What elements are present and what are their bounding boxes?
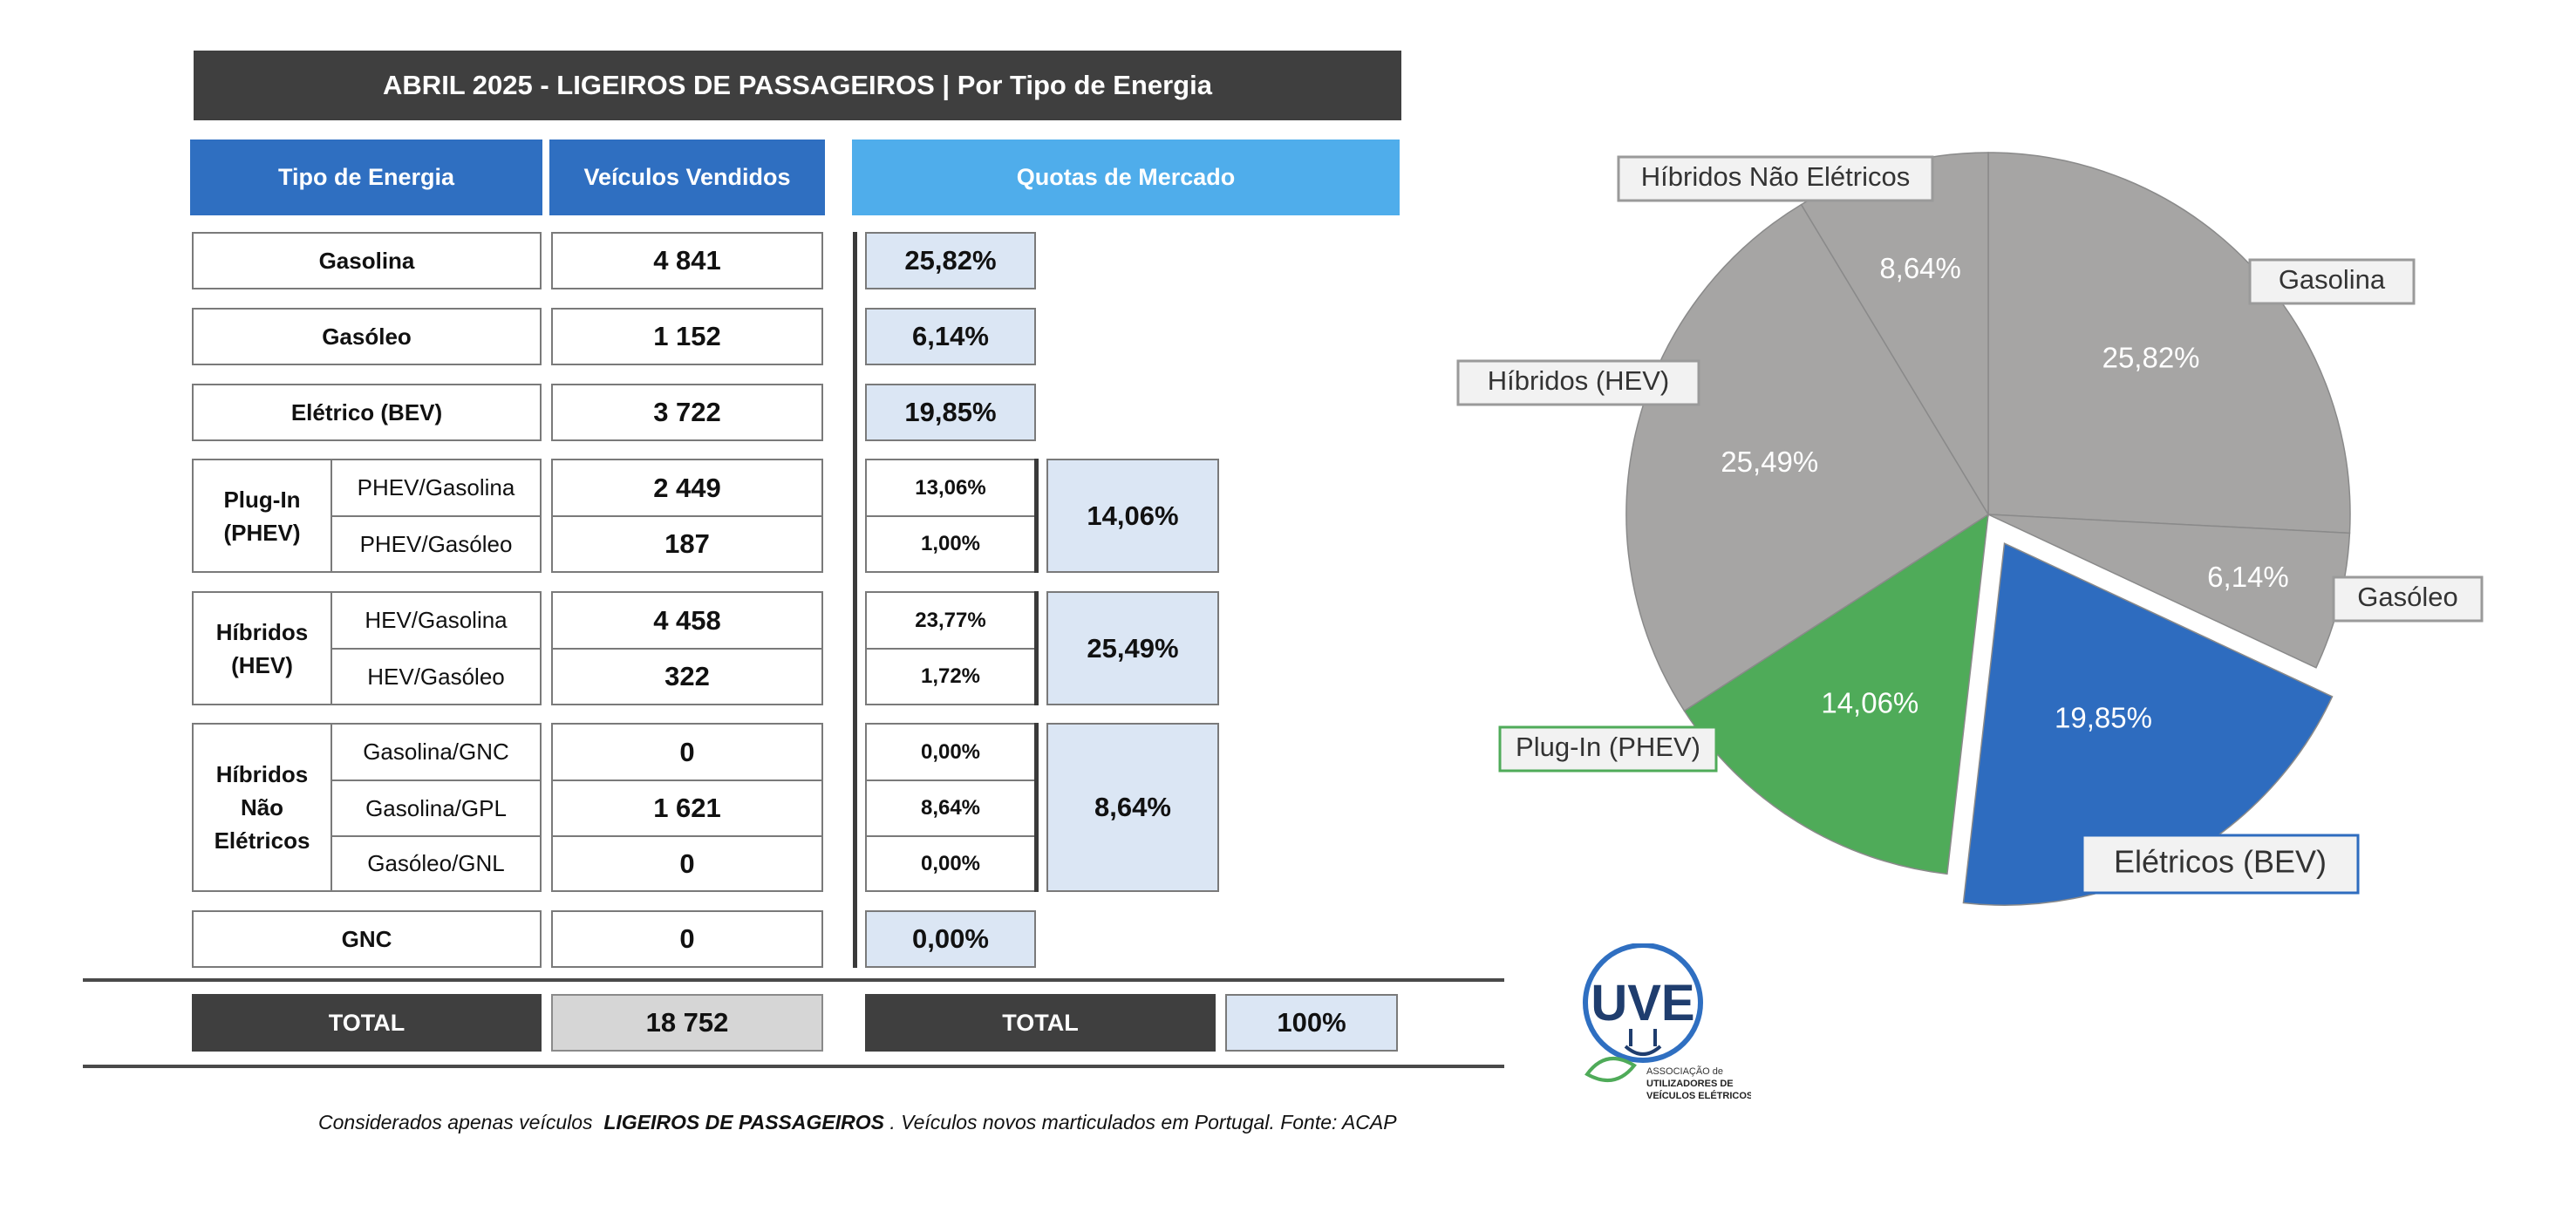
table-title: ABRIL 2025 - LIGEIROS DE PASSAGEIROS | P… [194, 51, 1401, 120]
footnote-bold: LIGEIROS DE PASSAGEIROS [603, 1111, 884, 1134]
total-bottom-rule [83, 1065, 1504, 1068]
sub-label-hev-gasolina: HEV/Gasolina [331, 591, 542, 650]
total-label-left: TOTAL [192, 994, 542, 1052]
value-gasolina: 4 841 [551, 232, 823, 289]
sub-label-gasoleo-gnl: Gasóleo/GNL [331, 835, 542, 892]
sub-label-gasolina-gnc: Gasolina/GNC [331, 723, 542, 781]
footnote-suffix: . Veículos novos marticulados em Portuga… [889, 1111, 1397, 1134]
pie-category-label-2: Gasóleo [2332, 575, 2484, 623]
total-share: 100% [1225, 994, 1398, 1052]
total-vehicles: 18 752 [551, 994, 823, 1052]
pie-slice-5 [1625, 203, 1990, 712]
svg-text:Plug-In (PHEV): Plug-In (PHEV) [1516, 732, 1700, 762]
share-gasolina-gnc: 0,00% [865, 723, 1036, 781]
pie-category-label-6: Híbridos Não Elétricos [1617, 155, 1934, 202]
shares-column-separator [853, 232, 857, 968]
share-phev-gasolina: 13,06% [865, 459, 1036, 517]
group-label-hne: Híbridos Não Elétricos [192, 723, 332, 892]
bracket-hne [1034, 723, 1039, 892]
group-share-hne: 8,64% [1046, 723, 1219, 892]
value-gasoleo: 1 152 [551, 308, 823, 365]
row-label-gasolina: Gasolina [192, 232, 542, 289]
pie-value-label-6: 8,64% [1879, 252, 1961, 284]
header-market-share: Quotas de Mercado [852, 140, 1400, 215]
uve-logo: UVE ASSOCIAÇÃO de UTILIZADORES DE VEÍCUL… [1577, 943, 1753, 1109]
logo-line2: UTILIZADORES DE [1646, 1079, 1734, 1089]
pie-value-label-1: 25,82% [2102, 342, 2200, 374]
value-gnc: 0 [551, 910, 823, 968]
header-vehicles-sold: Veículos Vendidos [549, 140, 825, 215]
value-hev-gasolina: 4 458 [551, 591, 823, 650]
sub-label-hev-gasoleo: HEV/Gasóleo [331, 648, 542, 705]
pie-category-label-4: Plug-In (PHEV) [1498, 725, 1718, 773]
row-label-gnc: GNC [192, 910, 542, 968]
svg-text:Elétricos (BEV): Elétricos (BEV) [2114, 844, 2327, 880]
footnote-prefix: Considerados apenas veículos [318, 1111, 593, 1134]
pie-chart: 25,82% 6,14% 19,85% 14,06% 25,49% 8,64% Gasoli… [1456, 152, 2484, 906]
value-gasoleo-gnl: 0 [551, 835, 823, 892]
share-phev-gasoleo: 1,00% [865, 515, 1036, 573]
uve-logo-graphic: UVE ASSOCIAÇÃO de UTILIZADORES DE VEÍCUL… [1583, 943, 1753, 1101]
bracket-hev [1034, 591, 1039, 705]
pie-category-label-5: Híbridos (HEV) [1456, 359, 1700, 406]
sub-label-phev-gasoleo: PHEV/Gasóleo [331, 515, 542, 573]
share-hev-gasolina: 23,77% [865, 591, 1036, 650]
share-gasolina-gpl: 8,64% [865, 780, 1036, 837]
row-label-gasoleo: Gasóleo [192, 308, 542, 365]
header-energy-type: Tipo de Energia [190, 140, 542, 215]
total-label-right: TOTAL [865, 994, 1216, 1052]
pie-category-label-1: Gasolina [2248, 258, 2416, 305]
group-label-hev: Híbridos (HEV) [192, 591, 332, 705]
share-gnc: 0,00% [865, 910, 1036, 968]
sub-label-gasolina-gpl: Gasolina/GPL [331, 780, 542, 837]
pie-value-label-2: 6,14% [2207, 561, 2289, 593]
share-gasolina: 25,82% [865, 232, 1036, 289]
total-top-rule [83, 978, 1504, 982]
pie-value-label-4: 14,06% [1821, 686, 1918, 718]
svg-text:Híbridos (HEV): Híbridos (HEV) [1488, 365, 1669, 396]
share-gasoleo: 6,14% [865, 308, 1036, 365]
footnote: Considerados apenas veículos LIGEIROS DE… [318, 1111, 1397, 1134]
pie-value-label-5: 25,49% [1721, 446, 1818, 478]
pie-value-label-3: 19,85% [2055, 702, 2152, 734]
value-eletrico: 3 722 [551, 384, 823, 441]
logo-line3: VEÍCULOS ELÉTRICOS [1646, 1090, 1751, 1101]
logo-text: UVE [1591, 975, 1694, 1031]
group-share-phev: 14,06% [1046, 459, 1219, 573]
share-eletrico: 19,85% [865, 384, 1036, 441]
value-gasolina-gpl: 1 621 [551, 780, 823, 837]
svg-text:Gasóleo: Gasóleo [2357, 582, 2457, 612]
row-label-eletrico: Elétrico (BEV) [192, 384, 542, 441]
bracket-phev [1034, 459, 1039, 573]
group-label-phev: Plug-In (PHEV) [192, 459, 332, 573]
share-hev-gasoleo: 1,72% [865, 648, 1036, 705]
logo-line1: ASSOCIAÇÃO de [1646, 1065, 1723, 1077]
svg-text:Híbridos Não Elétricos: Híbridos Não Elétricos [1641, 161, 1910, 192]
value-phev-gasolina: 2 449 [551, 459, 823, 517]
pie-category-label-3: Elétricos (BEV) [2081, 834, 2360, 895]
value-hev-gasoleo: 322 [551, 648, 823, 705]
sub-label-phev-gasolina: PHEV/Gasolina [331, 459, 542, 517]
group-share-hev: 25,49% [1046, 591, 1219, 705]
share-gasoleo-gnl: 0,00% [865, 835, 1036, 892]
svg-text:Gasolina: Gasolina [2279, 264, 2386, 295]
value-phev-gasoleo: 187 [551, 515, 823, 573]
value-gasolina-gnc: 0 [551, 723, 823, 781]
